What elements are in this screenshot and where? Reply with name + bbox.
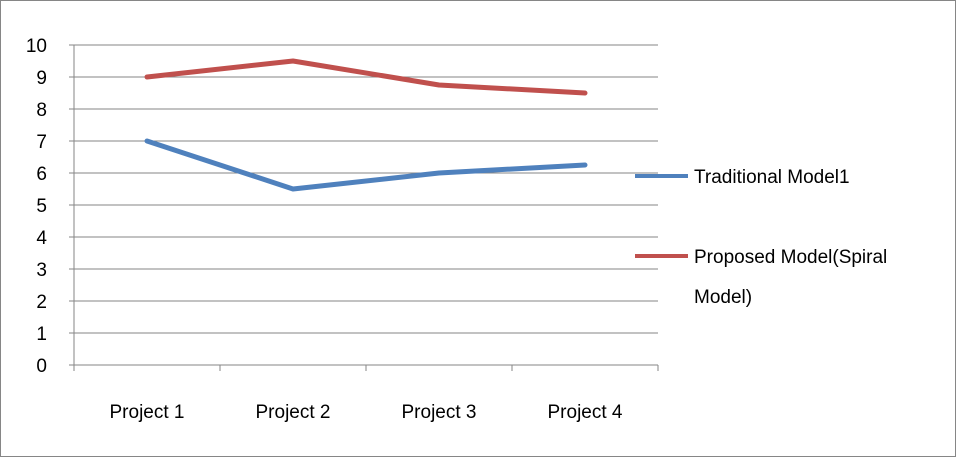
legend-label: Proposed Model(Spiral (694, 247, 887, 268)
y-tick-label: 4 (36, 228, 47, 249)
y-tick-label: 6 (36, 164, 47, 185)
x-tick-label: Project 3 (402, 402, 477, 423)
y-tick-label: 10 (26, 36, 47, 57)
y-tick-label: 1 (36, 324, 47, 345)
x-tick-label: Project 2 (256, 402, 331, 423)
legend: Traditional Model1 Proposed Model(Spiral M… (635, 167, 887, 308)
x-tick-label: Project 4 (548, 402, 623, 423)
series-line-2 (144, 58, 588, 96)
x-tick-label: Project 1 (110, 402, 185, 423)
y-tick-label: 3 (36, 260, 47, 281)
y-tick-label: 2 (36, 292, 47, 313)
legend-label: Traditional Model1 (694, 167, 850, 188)
y-tick-label: 5 (36, 196, 47, 217)
y-tick-label: 0 (36, 356, 47, 377)
axes: 0 1 2 3 4 5 6 7 8 9 10 Project 1 Project 2 Project 3 P… (26, 36, 659, 423)
y-tick-label: 8 (36, 100, 47, 121)
y-tick-label: 7 (36, 132, 47, 153)
legend-label: Model) (694, 287, 752, 308)
series-lines (144, 58, 588, 192)
y-tick-label: 9 (36, 68, 47, 89)
series-line-1 (144, 138, 588, 192)
gridlines (74, 44, 658, 334)
